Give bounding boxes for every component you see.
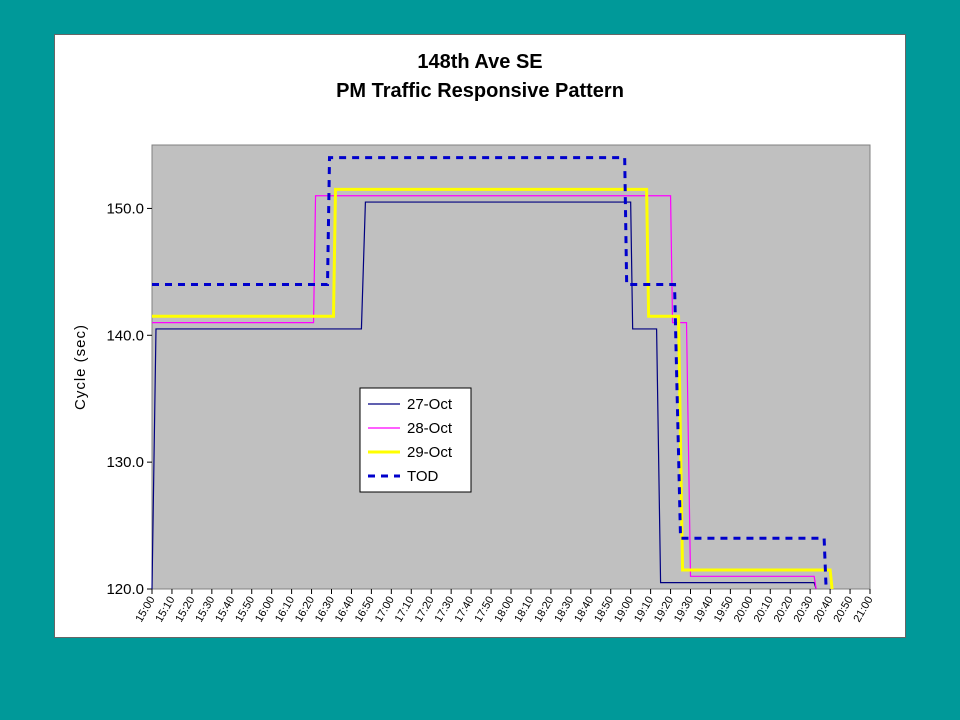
line-chart: 120.0 130.0 140.0 150.0 15:0015:1015:2015:3… xyxy=(72,144,876,625)
x-tick-label: 19:00 xyxy=(612,595,636,625)
x-tick-label: 20:00 xyxy=(732,595,756,625)
x-tick-label: 15:30 xyxy=(193,595,217,625)
x-tick-label: 18:50 xyxy=(592,595,616,625)
x-tick-label: 20:40 xyxy=(812,595,836,625)
y-tick-label: 120.0 xyxy=(106,581,144,598)
x-tick-label: 19:10 xyxy=(632,595,656,625)
x-tick-label: 19:40 xyxy=(692,595,716,625)
x-tick-label: 20:50 xyxy=(831,595,855,625)
legend-label: 28-Oct xyxy=(407,420,453,437)
x-tick-label: 19:20 xyxy=(652,595,676,625)
legend: 27-Oct 28-Oct 29-Oct TOD xyxy=(359,387,472,493)
x-tick-label: 20:30 xyxy=(792,595,816,625)
x-tick-label: 18:00 xyxy=(492,595,516,625)
x-tick-label: 19:50 xyxy=(712,595,736,625)
x-tick-label: 17:30 xyxy=(433,595,457,625)
x-tick-label: 15:20 xyxy=(173,595,197,625)
x-tick-label: 16:50 xyxy=(353,595,377,625)
series-line-29-oct xyxy=(152,187,834,590)
x-tick-label: 18:20 xyxy=(532,595,556,625)
x-tick-label: 18:40 xyxy=(572,595,596,625)
x-tick-label: 17:20 xyxy=(413,595,437,625)
x-tick-label: 20:10 xyxy=(752,595,776,625)
y-tick-label: 130.0 xyxy=(106,454,144,471)
x-tick-label: 17:10 xyxy=(393,595,417,625)
chart-subtitle: PM Traffic Responsive Pattern xyxy=(336,80,624,102)
series-layer xyxy=(151,156,834,590)
x-tick-label: 20:20 xyxy=(772,595,796,625)
legend-label: 27-Oct xyxy=(407,396,453,413)
x-tick-label: 16:40 xyxy=(333,595,357,625)
x-tick-label: 16:30 xyxy=(313,595,337,625)
y-axis-label: Cycle (sec) xyxy=(72,324,89,410)
y-axis: 120.0 130.0 140.0 150.0 xyxy=(106,200,152,598)
x-tick-label: 17:50 xyxy=(472,595,496,625)
x-tick-label: 18:30 xyxy=(552,595,576,625)
series-line-28-oct xyxy=(152,195,817,590)
y-tick-label: 140.0 xyxy=(106,327,144,344)
x-tick-label: 15:50 xyxy=(233,595,257,625)
legend-label: 29-Oct xyxy=(407,444,453,461)
x-tick-label: 19:30 xyxy=(672,595,696,625)
x-tick-label: 16:00 xyxy=(253,595,277,625)
x-tick-label: 18:10 xyxy=(512,595,536,625)
chart-title: 148th Ave SE xyxy=(417,51,543,73)
legend-box xyxy=(359,387,472,493)
y-tick-label: 150.0 xyxy=(106,200,144,217)
series-line-27-oct xyxy=(151,201,817,590)
plot-area xyxy=(151,144,871,590)
x-tick-label: 21:00 xyxy=(851,595,875,625)
x-tick-label: 16:10 xyxy=(273,595,297,625)
x-tick-label: 15:10 xyxy=(153,595,177,625)
x-tick-label: 16:20 xyxy=(293,595,317,625)
x-axis: 15:0015:1015:2015:3015:4015:5016:0016:10… xyxy=(133,589,876,625)
x-tick-label: 17:40 xyxy=(453,595,477,625)
x-tick-label: 15:40 xyxy=(213,595,237,625)
x-tick-label: 17:00 xyxy=(373,595,397,625)
chart-card: 148th Ave SE PM Traffic Responsive Patte… xyxy=(54,34,906,638)
series-line-tod xyxy=(152,156,828,590)
legend-label: TOD xyxy=(407,468,439,485)
x-tick-label: 15:00 xyxy=(133,595,157,625)
